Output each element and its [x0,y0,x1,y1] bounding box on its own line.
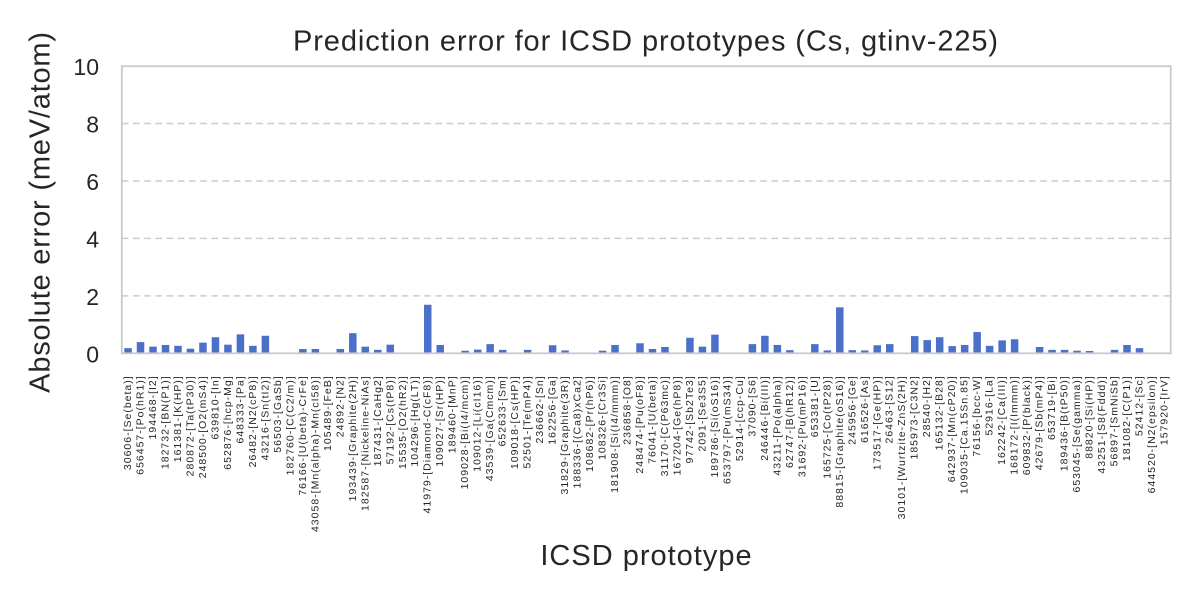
svg-text:26482-[N2(cP8)]: 26482-[N2(cP8)] [247,375,259,467]
svg-text:193439-[Graphite(2H)]: 193439-[Graphite(2H)] [347,375,359,501]
svg-text:41979-[Diamond-C(cF8)]: 41979-[Diamond-C(cF8)] [422,375,434,513]
svg-text:43216-[Sn(tI2)]: 43216-[Sn(tI2)] [259,375,271,460]
svg-text:6: 6 [86,169,99,195]
svg-text:248474-[Pu(oF8)]: 248474-[Pu(oF8)] [634,375,646,473]
svg-text:652633-[Sm]: 652633-[Sm] [497,375,509,446]
svg-text:37090-[S6]: 37090-[S6] [746,375,758,436]
svg-text:182760-[C(C2/m)]: 182760-[C(C2/m)] [284,375,296,475]
svg-text:Absolute error (meV/atom): Absolute error (meV/atom) [25,31,57,393]
svg-text:167204-[Ge(hP8)]: 167204-[Ge(hP8)] [671,375,683,475]
svg-text:8: 8 [86,112,99,138]
svg-text:236858-[O8]: 236858-[O8] [622,375,634,444]
svg-text:76156-[bcc-W]: 76156-[bcc-W] [971,375,983,456]
svg-text:194468-[I2]: 194468-[I2] [147,375,159,439]
svg-text:109028-[Bi(I4/mcm)]: 109028-[Bi(I4/mcm)] [459,375,471,489]
svg-text:52501-[Te(mP4)]: 52501-[Te(mP4)] [522,375,534,468]
svg-text:162256-[Ga]: 162256-[Ga] [547,375,559,444]
svg-text:43211-[Po(alpha)]: 43211-[Po(alpha)] [771,375,783,475]
svg-text:109018-[Cs(HP)]: 109018-[Cs(HP)] [509,375,521,469]
svg-text:10: 10 [73,54,99,80]
svg-text:162242-[Ca(III)]: 162242-[Ca(III)] [996,375,1008,465]
svg-text:43058-[Mn(alpha)-Mn(cI58)]: 43058-[Mn(alpha)-Mn(cI58)] [309,375,321,532]
svg-text:31829-[Graphite(3R)]: 31829-[Graphite(3R)] [559,375,571,494]
svg-text:236662-[Sn]: 236662-[Sn] [534,375,546,443]
svg-text:181082-[C(P1)]: 181082-[C(P1)] [1121,375,1133,461]
svg-text:280872-[Ta(tP30)]: 280872-[Ta(tP30)] [184,375,196,476]
svg-text:56503-[GaSb]: 56503-[GaSb] [272,375,284,452]
svg-text:88815-[Graphite(oS16)]: 88815-[Graphite(oS16)] [834,375,846,507]
svg-text:109012-[Li(cI16)]: 109012-[Li(cI16)] [472,375,484,471]
svg-text:105489-[FeB]: 105489-[FeB] [322,375,334,451]
svg-text:182732-[BN(P1)]: 182732-[BN(P1)] [160,375,172,469]
svg-text:245956-[Ge]: 245956-[Ge] [846,375,858,444]
svg-text:609832-[P(black)]: 609832-[P(black)] [1021,375,1033,475]
svg-text:104296-[Hg(LT)]: 104296-[Hg(LT)] [409,375,421,466]
svg-text:88820-[Si(HP)]: 88820-[Si(HP)] [1084,375,1096,458]
svg-text:165725-[Co(tP28)]: 165725-[Co(tP28)] [821,375,833,478]
svg-text:639810-[In]: 639810-[In] [209,375,221,439]
svg-text:31170-[C(P63mc)]: 31170-[C(P63mc)] [659,375,671,476]
svg-text:43251-[S8(Fddd)]: 43251-[S8(Fddd)] [1096,375,1108,473]
svg-text:165132-[B28]: 165132-[B28] [934,375,946,450]
svg-text:97742-[Sb2Te3]: 97742-[Sb2Te3] [684,375,696,463]
svg-text:653381-[U]: 653381-[U] [809,375,821,437]
svg-text:161381-[K(HP)]: 161381-[K(HP)] [172,375,184,462]
svg-text:189436-[B(tP50)]: 189436-[B(tP50)] [1059,375,1071,471]
svg-text:31692-[Pu(mP16)]: 31692-[Pu(mP16)] [796,375,808,477]
svg-text:173517-[Ge(HP)]: 173517-[Ge(HP)] [871,375,883,470]
svg-text:653045-[Se(gamma)]: 653045-[Se(gamma)] [1071,375,1083,492]
svg-text:653797-[Pu(mS34)]: 653797-[Pu(mS34)] [721,375,733,484]
svg-text:642937-[Mn(cP20)]: 642937-[Mn(cP20)] [946,375,958,482]
svg-text:56897-[SmNiSb]: 56897-[SmNiSb] [1109,375,1121,466]
svg-text:2091-[Se3S5]: 2091-[Se3S5] [696,375,708,451]
svg-text:24892-[N2]: 24892-[N2] [334,375,346,437]
svg-text:157920-[IrV]: 157920-[IrV] [1158,375,1170,445]
svg-text:109035-[Ca.15Sn.85]: 109035-[Ca.15Sn.85] [959,375,971,494]
svg-text:168172-[I(Immm)]: 168172-[I(Immm)] [1009,375,1021,474]
svg-text:57192-[Cs(tP8)]: 57192-[Cs(tP8)] [384,375,396,464]
svg-text:ICSD prototype: ICSD prototype [540,540,752,572]
svg-text:30101-[Wurtzite-ZnS(2H)]: 30101-[Wurtzite-ZnS(2H)] [896,375,908,519]
svg-text:248500-[O2(mS4)]: 248500-[O2(mS4)] [197,375,209,478]
svg-text:42679-[Sb(mP4)]: 42679-[Sb(mP4)] [1034,375,1046,470]
svg-text:108682-[Pr(hP6)]: 108682-[Pr(hP6)] [584,375,596,472]
svg-text:52914-[ccp-Cu]: 52914-[ccp-Cu] [734,375,746,461]
svg-text:616526-[As]: 616526-[As] [859,375,871,443]
svg-text:52916-[La]: 52916-[La] [984,375,996,435]
svg-text:108326-[Cr3Si]: 108326-[Cr3Si] [597,375,609,460]
svg-text:246446-[Bi(III)]: 246446-[Bi(III)] [759,375,771,460]
svg-text:0: 0 [86,341,99,367]
svg-text:76166-[U(beta)-CrFe]: 76166-[U(beta)-CrFe] [297,375,309,495]
svg-text:62747-[B(hR12)]: 62747-[B(hR12)] [784,375,796,468]
svg-text:15535-[O2(hR2)]: 15535-[O2(hR2)] [397,375,409,469]
svg-text:189460-[MnP]: 189460-[MnP] [447,375,459,453]
svg-text:188336-[(Ca8)xCa2]: 188336-[(Ca8)xCa2] [572,375,584,488]
svg-text:28540-[H2]: 28540-[H2] [921,375,933,437]
svg-text:644520-[N2(epsilon)]: 644520-[N2(epsilon)] [1146,375,1158,493]
svg-text:656457-[Po(hR1)]: 656457-[Po(hR1)] [135,375,147,474]
svg-text:189786-[Si(oS16)]: 189786-[Si(oS16)] [709,375,721,477]
svg-text:109027-[Sr(HP)]: 109027-[Sr(HP)] [434,375,446,466]
svg-text:76041-[U(beta)]: 76041-[U(beta)] [646,375,658,464]
svg-text:187431-[CaHg2]: 187431-[CaHg2] [372,375,384,466]
svg-text:185973-[C3N2]: 185973-[C3N2] [909,375,921,459]
svg-text:181908-[Si(I4/mmm)]: 181908-[Si(I4/mmm)] [609,375,621,493]
svg-text:26463-[S12]: 26463-[S12] [884,375,896,443]
svg-text:52412-[Sc]: 52412-[Sc] [1133,375,1145,436]
svg-text:Prediction error for ICSD prot: Prediction error for ICSD prototypes (Cs… [293,26,999,58]
svg-text:43539-[Ga(Cmcm)]: 43539-[Ga(Cmcm)] [484,375,496,481]
svg-text:653719-[Bi]: 653719-[Bi] [1046,375,1058,440]
svg-text:30606-[Se(beta)]: 30606-[Se(beta)] [122,375,134,470]
svg-text:652876-[hcp-Mg]: 652876-[hcp-Mg] [222,375,234,469]
svg-text:648333-[Pa]: 648333-[Pa] [234,375,246,443]
svg-text:182587-[Nickeline-NiAs]: 182587-[Nickeline-NiAs] [359,375,371,511]
svg-text:4: 4 [86,226,99,252]
svg-text:2: 2 [86,284,99,310]
